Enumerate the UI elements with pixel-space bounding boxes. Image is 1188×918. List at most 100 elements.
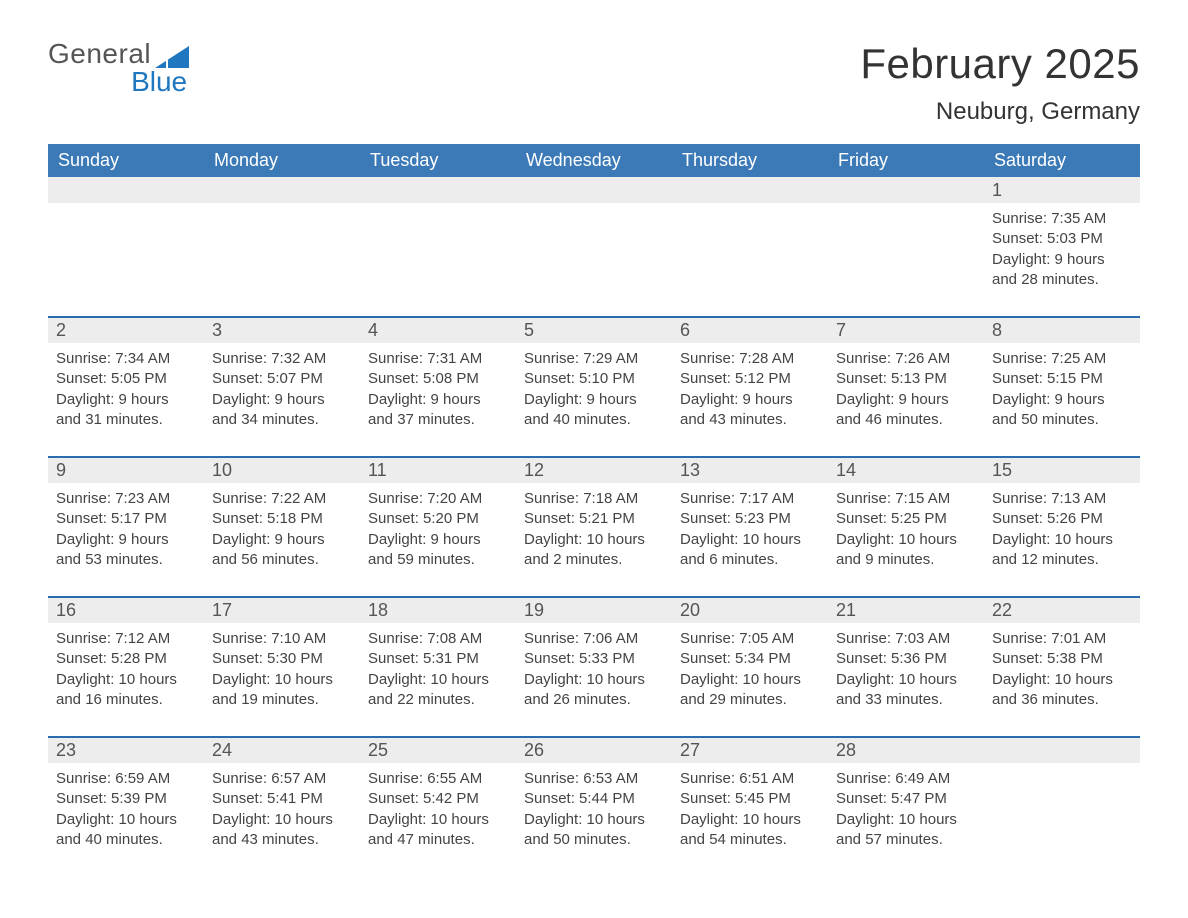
day-detail: Sunrise: 7:26 AMSunset: 5:13 PMDaylight:… xyxy=(828,343,984,457)
sunset-value: 5:34 PM xyxy=(735,650,791,667)
sunrise-value: 7:34 AM xyxy=(115,350,170,367)
week-number-row: 2345678 xyxy=(48,317,1140,343)
sunset-value: 5:20 PM xyxy=(423,510,479,527)
sunset-label: Sunset: xyxy=(992,510,1047,527)
sunrise-label: Sunrise: xyxy=(212,350,271,367)
daylight-label: Daylight: xyxy=(992,531,1055,548)
header: General Blue February 2025 Neuburg, Germ… xyxy=(48,40,1140,126)
sunset-value: 5:17 PM xyxy=(111,510,167,527)
day-detail: Sunrise: 7:03 AMSunset: 5:36 PM Daylight:… xyxy=(828,623,984,737)
daylight-label: Daylight: xyxy=(368,811,431,828)
day-header: Wednesday xyxy=(516,144,672,177)
sunset-label: Sunset: xyxy=(680,790,735,807)
sunrise-value: 7:28 AM xyxy=(739,350,794,367)
daylight-label: Daylight: xyxy=(56,671,119,688)
sunset-value: 5:10 PM xyxy=(579,370,635,387)
sunrise-value: 7:26 AM xyxy=(895,350,950,367)
daylight-label: Daylight: xyxy=(56,811,119,828)
page-title: February 2025 xyxy=(860,40,1140,88)
sunrise-value: 6:51 AM xyxy=(739,770,794,787)
day-number xyxy=(48,177,204,203)
day-detail: Sunrise: 6:59 AMSunset: 5:39 PMDaylight:… xyxy=(48,763,204,876)
day-detail: Sunrise: 7:29 AMSunset: 5:10 PM Daylight:… xyxy=(516,343,672,457)
sunrise-label: Sunrise: xyxy=(212,630,271,647)
daylight-label: Daylight: xyxy=(524,531,587,548)
sunset-value: 5:47 PM xyxy=(891,790,947,807)
day-number: 26 xyxy=(516,737,672,763)
sunrise-value: 7:06 AM xyxy=(583,630,638,647)
day-detail: Sunrise: 7:15 AMSunset: 5:25 PMDaylight:… xyxy=(828,483,984,597)
sunrise-value: 7:22 AM xyxy=(271,490,326,507)
day-number: 12 xyxy=(516,457,672,483)
day-detail: Sunrise: 7:23 AMSunset: 5:17 PMDaylight:… xyxy=(48,483,204,597)
day-detail: Sunrise: 7:25 AMSunset: 5:15 PMDaylight:… xyxy=(984,343,1140,457)
sunrise-value: 6:53 AM xyxy=(583,770,638,787)
sunset-value: 5:26 PM xyxy=(1047,510,1103,527)
sunrise-label: Sunrise: xyxy=(836,350,895,367)
day-number: 11 xyxy=(360,457,516,483)
day-detail: Sunrise: 6:51 AMSunset: 5:45 PMDaylight:… xyxy=(672,763,828,876)
daylight-label: Daylight: xyxy=(368,671,431,688)
sunrise-label: Sunrise: xyxy=(524,630,583,647)
sunset-label: Sunset: xyxy=(992,370,1047,387)
day-number: 28 xyxy=(828,737,984,763)
sunrise-label: Sunrise: xyxy=(680,350,739,367)
daylight-label: Daylight: xyxy=(212,391,275,408)
sunrise-value: 7:25 AM xyxy=(1051,350,1106,367)
sunrise-value: 7:03 AM xyxy=(895,630,950,647)
day-number xyxy=(672,177,828,203)
day-detail xyxy=(204,203,360,317)
sunset-value: 5:39 PM xyxy=(111,790,167,807)
sunset-label: Sunset: xyxy=(56,650,111,667)
sunrise-label: Sunrise: xyxy=(992,350,1051,367)
location-label: Neuburg, Germany xyxy=(860,98,1140,126)
day-detail xyxy=(672,203,828,317)
sunrise-value: 7:05 AM xyxy=(739,630,794,647)
sunrise-value: 6:49 AM xyxy=(895,770,950,787)
sunset-label: Sunset: xyxy=(524,370,579,387)
sunset-label: Sunset: xyxy=(56,790,111,807)
sunset-value: 5:36 PM xyxy=(891,650,947,667)
day-number xyxy=(516,177,672,203)
sunrise-label: Sunrise: xyxy=(680,630,739,647)
daylight-label: Daylight: xyxy=(212,811,275,828)
calendar-table: SundayMondayTuesdayWednesdayThursdayFrid… xyxy=(48,144,1140,876)
day-detail: Sunrise: 7:31 AMSunset: 5:08 PMDaylight:… xyxy=(360,343,516,457)
sunset-label: Sunset: xyxy=(524,510,579,527)
sunrise-label: Sunrise: xyxy=(992,210,1051,227)
sunrise-label: Sunrise: xyxy=(680,490,739,507)
day-number xyxy=(204,177,360,203)
day-number: 9 xyxy=(48,457,204,483)
sunset-value: 5:21 PM xyxy=(579,510,635,527)
sunset-value: 5:38 PM xyxy=(1047,650,1103,667)
sunrise-label: Sunrise: xyxy=(524,350,583,367)
calendar-header-row: SundayMondayTuesdayWednesdayThursdayFrid… xyxy=(48,144,1140,177)
daylight-label: Daylight: xyxy=(992,391,1055,408)
daylight-label: Daylight: xyxy=(836,671,899,688)
day-number: 27 xyxy=(672,737,828,763)
sunset-label: Sunset: xyxy=(524,650,579,667)
sunrise-value: 7:17 AM xyxy=(739,490,794,507)
day-header: Saturday xyxy=(984,144,1140,177)
day-number: 6 xyxy=(672,317,828,343)
sunrise-value: 6:57 AM xyxy=(271,770,326,787)
sunrise-label: Sunrise: xyxy=(836,770,895,787)
sunrise-label: Sunrise: xyxy=(836,630,895,647)
week-detail-row: Sunrise: 6:59 AMSunset: 5:39 PMDaylight:… xyxy=(48,763,1140,876)
daylight-label: Daylight: xyxy=(524,391,587,408)
sunset-label: Sunset: xyxy=(56,510,111,527)
daylight-label: Daylight: xyxy=(836,391,899,408)
sunrise-value: 7:29 AM xyxy=(583,350,638,367)
day-number: 7 xyxy=(828,317,984,343)
day-number: 18 xyxy=(360,597,516,623)
sunset-label: Sunset: xyxy=(992,650,1047,667)
day-number: 5 xyxy=(516,317,672,343)
day-detail: Sunrise: 7:34 AMSunset: 5:05 PMDaylight:… xyxy=(48,343,204,457)
day-detail: Sunrise: 7:35 AMSunset: 5:03 PMDaylight:… xyxy=(984,203,1140,317)
day-detail: Sunrise: 7:01 AMSunset: 5:38 PMDaylight:… xyxy=(984,623,1140,737)
day-number: 17 xyxy=(204,597,360,623)
sunset-label: Sunset: xyxy=(836,650,891,667)
sunset-value: 5:44 PM xyxy=(579,790,635,807)
sunset-value: 5:23 PM xyxy=(735,510,791,527)
sunset-label: Sunset: xyxy=(56,370,111,387)
